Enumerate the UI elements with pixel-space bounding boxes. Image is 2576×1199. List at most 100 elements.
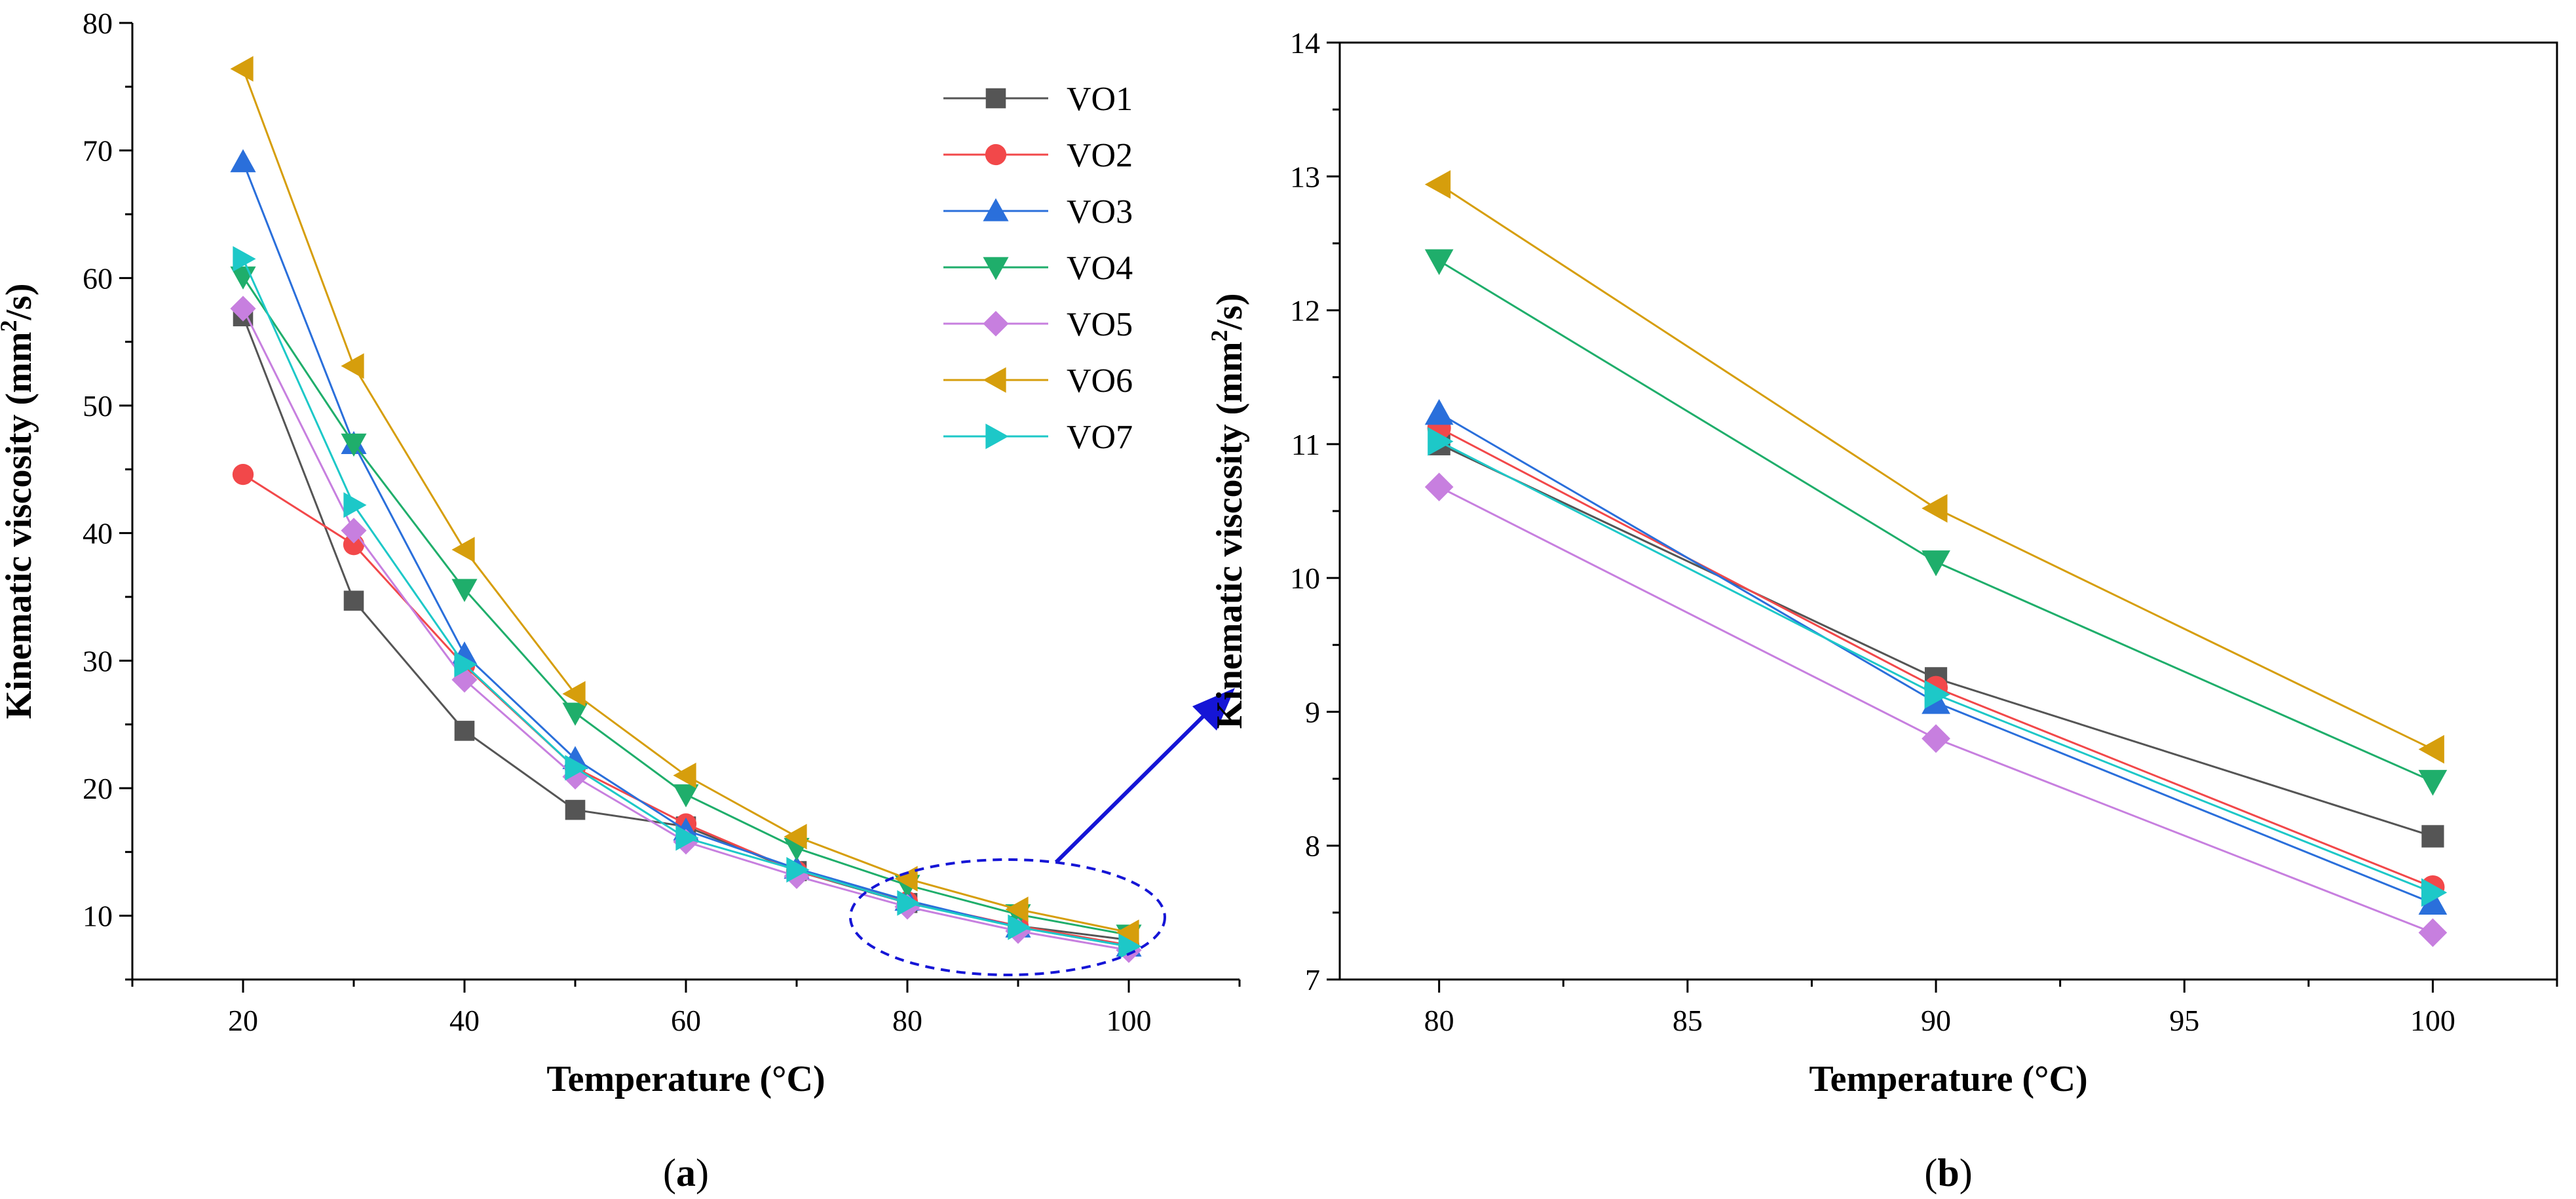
y-axis-title-main: Kinematic viscosity (mm [0,332,39,719]
y-tick-label: 60 [83,261,113,295]
series-vo2 [232,463,1140,956]
data-point-vo7 [343,492,367,518]
y-axis-title: Kinematic viscosity (mm2/s) [1206,294,1250,729]
legend-label: VO4 [1067,250,1133,287]
data-point-vo1 [2421,825,2444,848]
series-vo5 [1424,472,2448,947]
legend-item-vo7: VO7 [943,419,1133,456]
caption-open: ( [1924,1151,1937,1194]
y-axis-title-sup: 2 [0,320,22,332]
legend-marker [983,367,1006,393]
caption-open: ( [663,1151,676,1194]
legend-marker [983,198,1009,221]
data-point-vo5 [341,518,367,544]
zoom-ellipse [849,858,1166,976]
x-axis-title: Temperature (°C) [546,1059,825,1099]
x-tick-label: 95 [2169,1004,2199,1037]
y-axis-title-main: Kinematic viscosity (mm [1209,342,1250,729]
caption-close: ) [696,1151,709,1194]
y-tick-label: 13 [1290,160,1320,193]
series-vo5 [230,295,1142,963]
legend-label: VO3 [1067,193,1133,231]
x-tick-label: 60 [671,1004,701,1037]
y-tick-label: 10 [1290,561,1320,595]
x-tick-label: 100 [1107,1004,1152,1037]
y-tick-label: 8 [1305,829,1320,863]
legend-item-vo6: VO6 [943,362,1133,400]
x-tick-label: 20 [228,1004,258,1037]
y-axis-title: Kinematic viscosity (mm2/s) [0,284,39,719]
legend-label: VO7 [1067,419,1133,456]
series-vo7 [233,246,1142,959]
panel-a: 20 40 60 80 100 10 20 30 40 50 60 70 80 Temperature (… [0,7,1241,1194]
axes-b: 80 85 90 95 100 7 8 9 10 11 12 13 14 [1290,26,2558,1037]
data-point-vo7 [1924,680,1950,709]
data-point-vo3 [230,149,256,172]
legend-marker [985,143,1007,166]
data-point-vo6 [1005,896,1029,923]
data-point-vo7 [1118,933,1142,959]
data-point-vo3 [2418,888,2448,915]
x-tick-label: 85 [1673,1004,1703,1037]
data-point-vo6 [451,537,475,563]
series-vo7 [1428,427,2448,907]
legend-marker [985,88,1006,109]
x-tick-label: 80 [1424,1004,1454,1037]
data-point-vo4 [562,702,588,726]
caption-letter: a [676,1151,696,1194]
data-point-vo3 [1424,399,1454,425]
legend-item-vo4: VO4 [943,250,1133,287]
data-point-vo7 [233,246,256,272]
data-point-vo5 [2418,918,2448,947]
y-tick-label: 30 [83,644,113,677]
data-point-vo6 [894,866,918,892]
data-point-vo4 [451,579,478,602]
series-line-vo2 [242,473,1129,946]
data-point-vo7 [1008,914,1031,940]
y-tick-label: 70 [83,134,113,168]
data-point-vo6 [230,56,254,82]
x-tick-label: 80 [892,1004,922,1037]
y-tick-label: 50 [83,389,113,423]
panel-caption-b: (b) [1924,1151,1972,1194]
legend-item-vo5: VO5 [943,306,1133,343]
legend-marker [983,257,1009,280]
legend-label: VO1 [1067,81,1133,118]
data-point-vo7 [675,825,699,851]
data-point-vo7 [2421,878,2448,907]
y-tick-label: 40 [83,517,113,550]
y-tick-label: 7 [1305,963,1320,997]
data-point-vo6 [673,762,696,789]
data-point-vo5 [451,666,478,693]
legend-marker [983,311,1009,337]
caption-close: ) [1960,1151,1973,1194]
y-tick-label: 10 [83,900,113,933]
x-axis-title: Temperature (°C) [1809,1059,2087,1099]
x-tick-label: 90 [1921,1004,1951,1037]
data-point-vo7 [786,857,810,883]
legend-label: VO5 [1067,306,1133,343]
panel-caption-a: (a) [663,1151,709,1194]
data-point-vo6 [1922,494,1948,523]
legend: VO1 VO2 VO3 VO4 VO5 VO6 VO7 [943,81,1133,456]
data-point-vo5 [230,295,256,322]
y-tick-label: 12 [1290,294,1320,328]
panel-b: 80 85 90 95 100 7 8 9 10 11 12 13 14 Temperature (°C)… [1206,26,2558,1194]
data-point-vo1 [343,590,364,611]
y-tick-label: 9 [1305,695,1320,729]
y-tick-label: 11 [1291,428,1320,461]
data-point-vo7 [565,755,588,781]
y-tick-label: 14 [1290,26,1320,60]
y-axis-title-end: /s) [1209,294,1250,331]
legend-item-vo2: VO2 [943,137,1133,174]
data-point-vo6 [1116,919,1139,945]
data-point-vo7 [897,890,920,916]
data-point-vo6 [784,824,807,850]
zoom-arrow-head [1192,688,1235,731]
legend-item-vo1: VO1 [943,81,1133,118]
data-point-vo5 [1922,724,1950,753]
series-line-vo3 [1438,412,2433,904]
series-line-vo6 [1438,183,2434,750]
data-point-vo7 [454,651,478,677]
